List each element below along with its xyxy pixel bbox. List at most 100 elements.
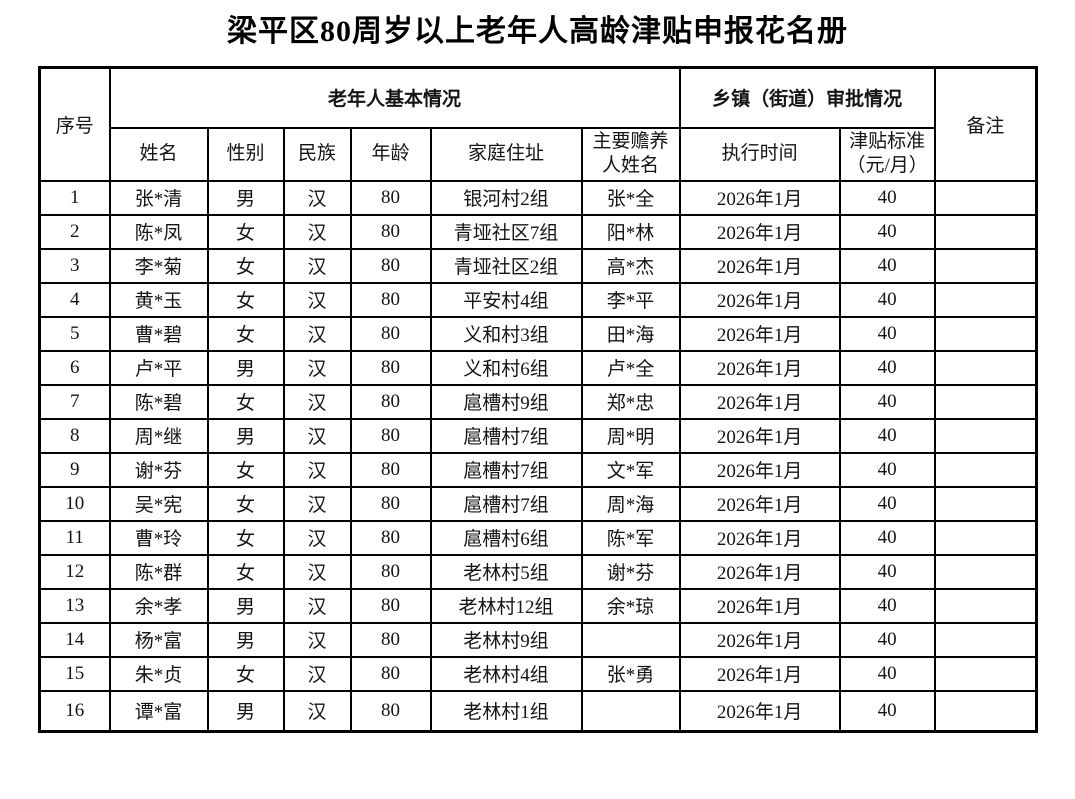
cell-supporter: 余*琼: [580, 587, 681, 624]
cell-exec-time: 2026年1月: [678, 587, 841, 624]
cell-no: 10: [38, 485, 111, 522]
cell-remark: [933, 213, 1038, 250]
table-row: 14 杨*富男汉 80 老林村9组 2026年1月 40: [38, 621, 1038, 658]
cell-standard: 40: [838, 655, 936, 692]
cell-name: 吴*宪: [108, 485, 209, 522]
table-row: 1 张*清男汉 80 银河村2组 张*全 2026年1月 40: [38, 179, 1038, 216]
col-header-standard: 津贴标准 （元/月）: [838, 126, 936, 182]
cell-no: 6: [38, 349, 111, 386]
cell-ethnicity: 汉: [282, 417, 352, 454]
cell-gender: 女: [206, 451, 285, 488]
cell-standard: 40: [838, 315, 936, 352]
cell-name: 朱*贞: [108, 655, 209, 692]
cell-no: 2: [38, 213, 111, 250]
cell-remark: [933, 553, 1038, 590]
cell-exec-time: 2026年1月: [678, 281, 841, 318]
cell-name: 谢*芬: [108, 451, 209, 488]
cell-age: 80: [349, 315, 432, 352]
col-header-gender: 性别: [206, 126, 285, 182]
cell-no: 9: [38, 451, 111, 488]
cell-supporter: 郑*忠: [580, 383, 681, 420]
cell-supporter: 高*杰: [580, 247, 681, 284]
cell-no: 7: [38, 383, 111, 420]
col-header-name: 姓名: [108, 126, 209, 182]
table-row: 3 李*菊女汉 80 青垭社区2组 高*杰 2026年1月 40: [38, 247, 1038, 284]
col-header-exec-time: 执行时间: [678, 126, 841, 182]
cell-name: 杨*富: [108, 621, 209, 658]
cell-age: 80: [349, 349, 432, 386]
cell-age: 80: [349, 417, 432, 454]
cell-exec-time: 2026年1月: [678, 519, 841, 556]
table-row: 4 黄*玉女汉 80 平安村4组 李*平 2026年1月 40: [38, 281, 1038, 318]
cell-remark: [933, 655, 1038, 692]
cell-address: 义和村6组: [429, 349, 583, 386]
cell-remark: [933, 349, 1038, 386]
cell-name: 张*清: [108, 179, 209, 216]
table-row: 15 朱*贞女汉 80 老林村4组 张*勇 2026年1月 40: [38, 655, 1038, 692]
cell-remark: [933, 281, 1038, 318]
col-header-remark: 备注: [933, 66, 1038, 182]
cell-supporter: 卢*全: [580, 349, 681, 386]
table-row: 16 谭*富男汉 80 老林村1组 2026年1月 40: [38, 689, 1038, 733]
table-row: 13 余*孝男汉 80 老林村12组 余*琼 2026年1月 40: [38, 587, 1038, 624]
cell-name: 谭*富: [108, 689, 209, 733]
cell-address: 青垭社区7组: [429, 213, 583, 250]
cell-name: 黄*玉: [108, 281, 209, 318]
col-header-serial: 序号: [38, 66, 111, 182]
cell-ethnicity: 汉: [282, 689, 352, 733]
cell-standard: 40: [838, 383, 936, 420]
cell-no: 12: [38, 553, 111, 590]
cell-name: 陈*碧: [108, 383, 209, 420]
cell-exec-time: 2026年1月: [678, 553, 841, 590]
cell-address: 青垭社区2组: [429, 247, 583, 284]
cell-age: 80: [349, 383, 432, 420]
cell-address: 平安村4组: [429, 281, 583, 318]
cell-supporter: 阳*林: [580, 213, 681, 250]
cell-standard: 40: [838, 281, 936, 318]
cell-no: 16: [38, 689, 111, 733]
cell-supporter: 田*海: [580, 315, 681, 352]
cell-standard: 40: [838, 179, 936, 216]
table-row: 10 吴*宪女汉 80 扈槽村7组 周*海 2026年1月 40: [38, 485, 1038, 522]
cell-remark: [933, 621, 1038, 658]
cell-name: 卢*平: [108, 349, 209, 386]
cell-ethnicity: 汉: [282, 485, 352, 522]
cell-age: 80: [349, 587, 432, 624]
cell-gender: 女: [206, 281, 285, 318]
cell-ethnicity: 汉: [282, 451, 352, 488]
table-row: 2 陈*凤女汉 80 青垭社区7组 阳*林 2026年1月 40: [38, 213, 1038, 250]
cell-remark: [933, 383, 1038, 420]
table-row: 8 周*继男汉 80 扈槽村7组 周*明 2026年1月 40: [38, 417, 1038, 454]
cell-supporter: 周*明: [580, 417, 681, 454]
table-row: 6 卢*平男汉 80 义和村6组 卢*全 2026年1月 40: [38, 349, 1038, 386]
cell-name: 陈*群: [108, 553, 209, 590]
cell-age: 80: [349, 553, 432, 590]
cell-remark: [933, 689, 1038, 733]
cell-gender: 男: [206, 179, 285, 216]
cell-ethnicity: 汉: [282, 315, 352, 352]
cell-gender: 女: [206, 213, 285, 250]
cell-standard: 40: [838, 213, 936, 250]
cell-ethnicity: 汉: [282, 349, 352, 386]
cell-age: 80: [349, 281, 432, 318]
roster-table: 序号 老年人基本情况 乡镇（街道）审批情况 备注 姓名 性别 民族 年龄 家庭住址 主要赡…: [38, 66, 1039, 733]
cell-no: 11: [38, 519, 111, 556]
cell-no: 8: [38, 417, 111, 454]
col-header-supporter: 主要赡养 人姓名: [580, 126, 681, 182]
cell-address: 银河村2组: [429, 179, 583, 216]
cell-age: 80: [349, 485, 432, 522]
cell-ethnicity: 汉: [282, 587, 352, 624]
cell-exec-time: 2026年1月: [678, 213, 841, 250]
cell-gender: 男: [206, 417, 285, 454]
cell-supporter: 陈*军: [580, 519, 681, 556]
cell-name: 李*菊: [108, 247, 209, 284]
cell-age: 80: [349, 519, 432, 556]
cell-no: 13: [38, 587, 111, 624]
col-group-approval: 乡镇（街道）审批情况: [678, 66, 936, 129]
cell-remark: [933, 179, 1038, 216]
col-header-address: 家庭住址: [429, 126, 583, 182]
table-row: 9 谢*芬女汉 80 扈槽村7组 文*军 2026年1月 40: [38, 451, 1038, 488]
cell-supporter: 李*平: [580, 281, 681, 318]
cell-ethnicity: 汉: [282, 281, 352, 318]
